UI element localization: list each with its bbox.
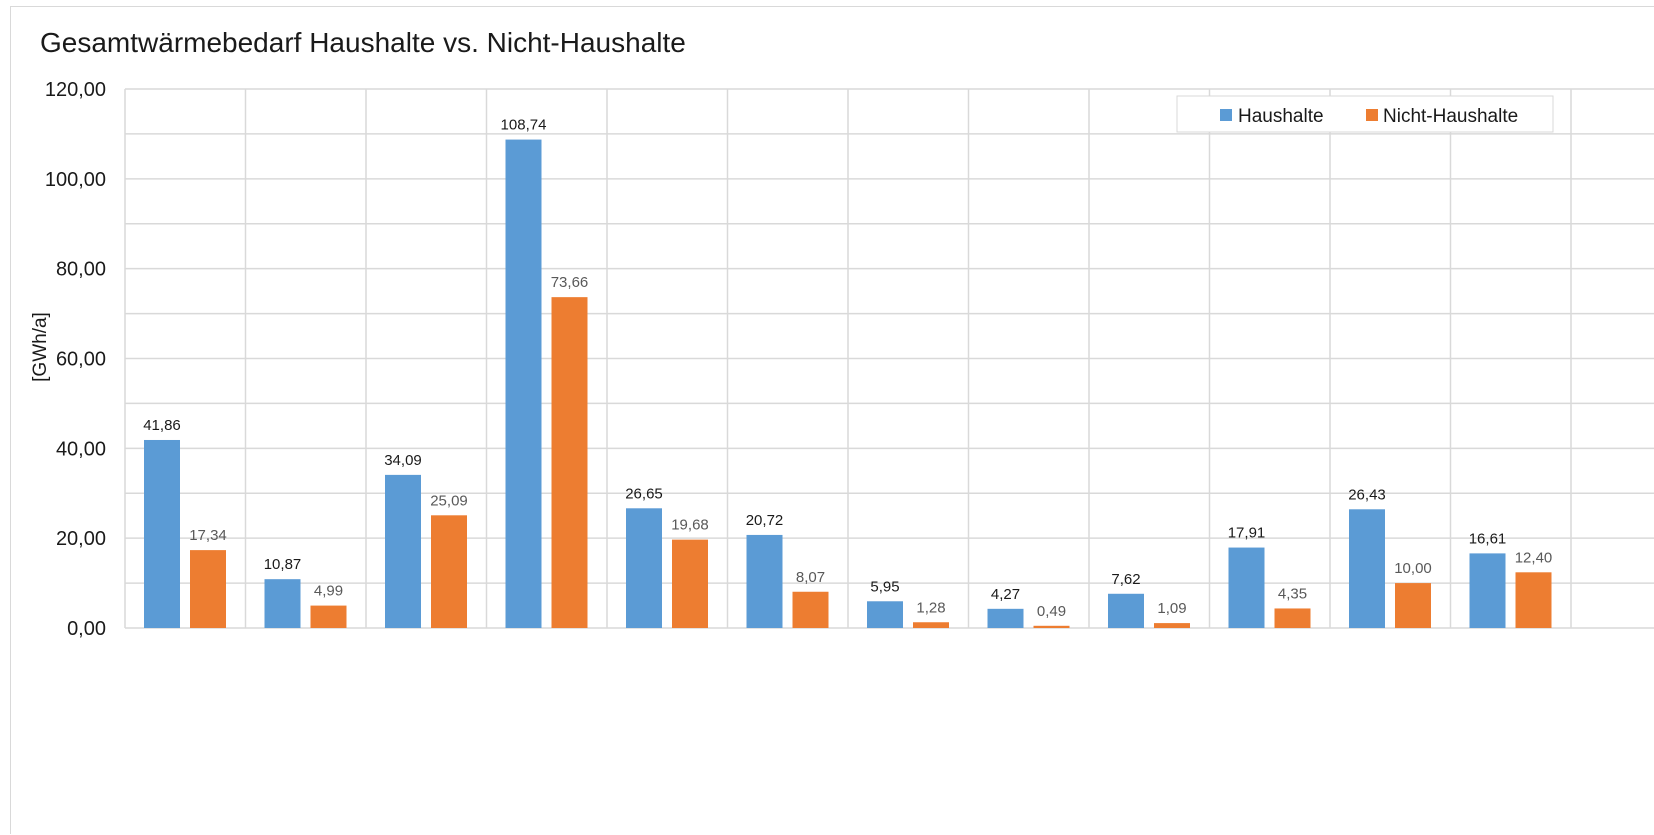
data-label-nicht-haushalte: 1,28 [916,599,945,616]
y-tick-label: 100,00 [45,169,106,191]
bar-haushalte [987,608,1024,628]
y-tick-label: 40,00 [56,438,106,460]
data-label-nicht-haushalte: 8,07 [796,569,825,586]
y-tick-label: 80,00 [56,259,106,281]
data-label-haushalte: 5,95 [870,578,899,595]
grid-lines [124,88,1654,629]
legend-box [1176,95,1554,133]
data-label-nicht-haushalte: 73,66 [551,274,589,291]
bar-nicht-haushalte [792,591,829,628]
data-label-nicht-haushalte: 12,40 [1515,549,1553,566]
data-label-haushalte: 34,09 [384,452,422,469]
data-label-nicht-haushalte: 4,35 [1278,585,1307,602]
data-label-haushalte: 7,62 [1111,571,1140,588]
data-label-haushalte: 17,91 [1228,525,1266,542]
bars [144,139,1552,628]
y-axis-label: [GWh/a] [30,312,51,382]
data-label-nicht-haushalte: 4,99 [314,583,343,600]
legend-label-nicht-haushalte: Nicht-Haushalte [1383,106,1518,127]
bar-haushalte [626,508,662,628]
data-label-haushalte: 4,27 [991,586,1020,603]
bar-haushalte [144,439,180,628]
data-label-nicht-haushalte: 0,49 [1037,603,1066,620]
data-label-haushalte: 108,74 [501,117,547,134]
y-tick-label: 60,00 [56,349,106,371]
bar-haushalte [867,601,903,628]
data-label-haushalte: 41,86 [143,417,181,434]
bar-haushalte [1469,553,1506,628]
data-label-haushalte: 26,43 [1348,486,1386,503]
bar-haushalte [505,139,542,628]
bar-haushalte [1349,509,1385,628]
data-label-haushalte: 16,61 [1469,530,1507,547]
data-label-nicht-haushalte: 10,00 [1394,560,1432,577]
y-tick-label: 120,00 [45,79,106,101]
bar-nicht-haushalte [551,297,588,628]
legend: Haushalte Nicht-Haushalte [1176,95,1554,133]
bar-haushalte [1108,593,1144,628]
bar-nicht-haushalte [310,605,347,628]
bar-nicht-haushalte [1154,623,1190,628]
bar-nicht-haushalte [431,515,467,628]
y-tick-labels: 0,00 20,00 40,00 60,00 80,00 100,00 120,00 [45,79,106,640]
legend-label-haushalte: Haushalte [1238,106,1324,127]
y-tick-label: 0,00 [67,618,106,640]
data-label-nicht-haushalte: 19,68 [671,517,709,534]
bar-nicht-haushalte [190,550,226,628]
bar-nicht-haushalte [1274,608,1311,628]
bar-chart: Gesamtwärmebedarf Haushalte vs. Nicht-Ha… [30,27,1654,640]
bar-haushalte [1228,547,1265,628]
data-label-haushalte: 26,65 [625,485,663,502]
legend-swatch-nicht-haushalte [1366,109,1378,121]
bar-haushalte [385,474,421,628]
legend-swatch-haushalte [1220,109,1232,121]
data-labels: 41,86 10,87 34,09 108,74 26,65 20,72 5,95 4,27 7… [143,117,1552,620]
data-label-nicht-haushalte: 17,34 [189,527,227,544]
bar-nicht-haushalte [1395,583,1431,628]
chart-title: Gesamtwärmebedarf Haushalte vs. Nicht-Ha… [40,27,686,58]
bar-nicht-haushalte [1515,572,1552,628]
bar-nicht-haushalte [913,622,949,628]
bar-haushalte [746,534,783,628]
bar-nicht-haushalte [672,539,708,628]
data-label-haushalte: 10,87 [264,556,302,573]
data-label-nicht-haushalte: 1,09 [1157,600,1186,617]
y-tick-label: 20,00 [56,528,106,550]
bar-haushalte [264,579,301,628]
data-label-nicht-haushalte: 25,09 [430,492,468,509]
data-label-haushalte: 20,72 [746,512,784,529]
bar-nicht-haushalte [1033,625,1070,628]
chart-area: Gesamtwärmebedarf Haushalte vs. Nicht-Ha… [10,6,1654,834]
